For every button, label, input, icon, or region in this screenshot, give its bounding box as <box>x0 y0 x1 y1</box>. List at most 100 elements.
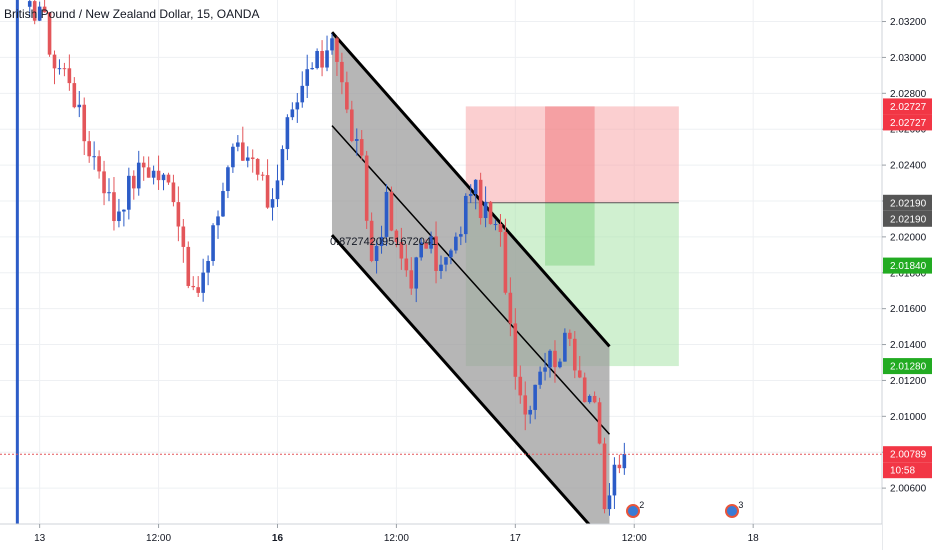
price-tick-label: 2.01800 <box>890 268 927 279</box>
price-axis[interactable]: 2.032002.030002.028002.026002.024002.022… <box>881 0 932 550</box>
price-tick-label: 2.03000 <box>890 53 927 64</box>
price-label-box <box>883 446 932 463</box>
candle-body <box>87 141 91 157</box>
candle-body <box>72 83 77 108</box>
candle-body <box>523 395 528 415</box>
candle-body <box>612 464 617 496</box>
candle-body <box>340 61 344 83</box>
chart-title: British Pound / New Zealand Dollar, 15, … <box>4 7 260 21</box>
price-label-text: 2.01280 <box>890 362 927 373</box>
price-label-box <box>883 210 932 227</box>
candle-body <box>151 170 156 178</box>
candle-body <box>364 155 369 221</box>
candle-body <box>508 292 513 324</box>
candle-body <box>444 257 448 265</box>
candle-body <box>429 236 433 249</box>
candle-body <box>62 68 67 70</box>
candle-body <box>320 50 324 68</box>
candle-body <box>260 174 265 176</box>
price-label-box <box>883 358 932 375</box>
candle-body <box>414 257 419 289</box>
candle-body <box>394 230 399 242</box>
price-label-text: 2.02190 <box>890 214 927 225</box>
candle-body <box>315 50 319 69</box>
candle-body <box>379 236 384 246</box>
time-tick-label: 16 <box>272 533 284 544</box>
candle-body <box>57 68 62 70</box>
price-label-text: 2.01840 <box>890 261 927 272</box>
candle-body <box>335 38 339 62</box>
overlay-lines <box>0 0 882 524</box>
time-axis-bg <box>0 524 882 550</box>
candle-body <box>107 192 111 194</box>
candle-body <box>404 258 409 271</box>
candle-body <box>275 180 280 200</box>
candle-body <box>216 216 220 226</box>
candle-body <box>32 1 37 21</box>
candle-body <box>359 139 364 156</box>
candle-body <box>37 6 42 21</box>
channel-lower-line <box>330 234 611 549</box>
price-tick-label: 2.00600 <box>890 484 927 495</box>
event-marker-icon[interactable]: 3 <box>725 500 745 520</box>
candle-body <box>300 85 305 103</box>
candle-body <box>533 384 537 410</box>
candle-body <box>236 142 240 147</box>
time-tick-label: 13 <box>34 533 46 544</box>
candle-body <box>67 68 72 84</box>
event-marker-icon[interactable]: 2 <box>626 500 646 520</box>
event-circle <box>725 504 740 518</box>
price-label-box <box>883 257 932 274</box>
candle-body <box>473 179 478 194</box>
target-inner-zone <box>545 202 595 266</box>
candle-body <box>97 156 101 172</box>
candle-body <box>553 350 557 368</box>
candle-body <box>280 149 285 181</box>
candle-body <box>131 175 136 189</box>
price-tick-label: 2.03200 <box>890 17 927 28</box>
candle-body <box>82 104 87 142</box>
candle-body <box>389 191 394 231</box>
candle-body <box>424 242 428 249</box>
candle-body <box>226 167 230 192</box>
candle-body <box>518 376 523 396</box>
time-axis[interactable]: 13 12:00 16 12:00 17 12:00 18 <box>0 523 882 550</box>
candle-body <box>102 171 106 194</box>
candle-body <box>587 395 592 403</box>
candle-body <box>211 225 215 262</box>
candle-body <box>265 175 270 208</box>
candle-body <box>498 224 503 233</box>
candle-body <box>42 6 47 13</box>
candle-body <box>117 211 121 222</box>
candle-body <box>92 156 96 158</box>
candle-body <box>136 162 141 189</box>
candle-body <box>112 192 116 222</box>
candle-body <box>454 236 458 251</box>
candle-body <box>310 68 314 70</box>
candle-body <box>528 409 532 415</box>
candle-body <box>191 285 196 288</box>
candle-body <box>196 287 201 293</box>
candle-body <box>77 104 82 108</box>
time-tick-label: 12:00 <box>622 533 647 544</box>
time-tick-label: 18 <box>748 533 760 544</box>
candle-body <box>146 167 151 178</box>
time-tick-label: 12:00 <box>384 533 409 544</box>
candle-body <box>558 361 562 368</box>
candle-body <box>399 241 404 259</box>
candles <box>27 0 627 516</box>
candle-body <box>493 224 498 226</box>
candle-body <box>345 82 349 110</box>
price-label-text: 2.00789 <box>890 450 927 461</box>
event-circle <box>626 504 641 518</box>
price-label-text: 2.02727 <box>890 118 927 129</box>
candle-body <box>503 232 508 293</box>
candle-body <box>384 191 389 237</box>
candle-body <box>305 69 310 86</box>
candle-body <box>295 102 300 110</box>
price-label-box <box>883 114 932 131</box>
candle-body <box>171 182 176 203</box>
candle-body <box>582 377 587 403</box>
